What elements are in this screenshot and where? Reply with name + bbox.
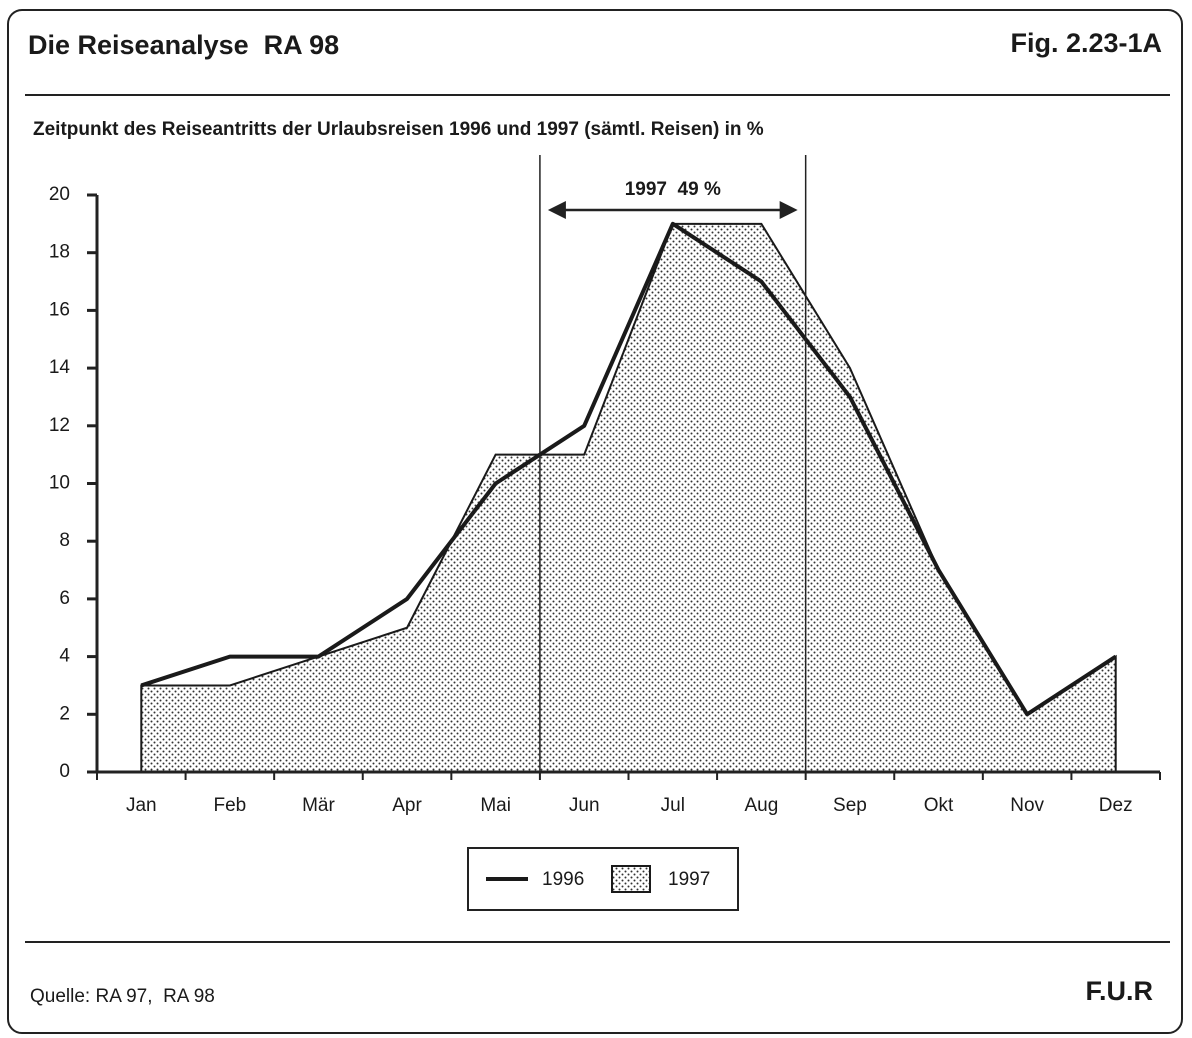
legend-label: 1997	[668, 869, 710, 890]
x-tick-label: Aug	[744, 795, 778, 816]
line-1996	[140, 221, 1117, 717]
x-tick-label: Okt	[924, 795, 954, 816]
page-title: Die Reiseanalyse RA 98	[28, 30, 339, 60]
x-tick-label: Mai	[480, 795, 511, 816]
y-tick-label: 14	[49, 357, 71, 378]
y-tick-label: 12	[49, 415, 70, 436]
annotation: 1997 49 %	[625, 179, 721, 200]
arrow-head	[779, 201, 798, 219]
y-tick-label: 2	[59, 703, 70, 724]
x-tick-label: Jul	[661, 795, 685, 816]
x-tick-label: Nov	[1010, 795, 1044, 816]
legend-swatch	[611, 865, 651, 893]
y-tick-label: 8	[59, 530, 70, 551]
arrow-head	[547, 201, 566, 219]
figure-number: Fig. 2.23-1A	[1010, 28, 1162, 58]
y-tick-label: 6	[59, 588, 70, 609]
y-tick-label: 18	[49, 242, 70, 263]
x-tick-label: Apr	[392, 795, 422, 816]
source: Quelle: RA 97, RA 98	[30, 986, 215, 1007]
y-tick-label: 0	[59, 761, 70, 782]
legend-label: 1996	[542, 869, 584, 890]
x-tick-label: Sep	[833, 795, 867, 816]
x-tick-label: Feb	[214, 795, 247, 816]
y-tick-label: 16	[49, 299, 70, 320]
publisher: F.U.R	[1086, 976, 1154, 1006]
x-tick-label: Dez	[1099, 795, 1133, 816]
y-tick-label: 4	[59, 646, 70, 667]
x-tick-label: Mär	[302, 795, 335, 816]
y-tick-label: 10	[49, 473, 70, 494]
x-tick-label: Jan	[126, 795, 157, 816]
chart-title: Zeitpunkt des Reiseantritts der Urlaubsr…	[33, 119, 764, 140]
y-tick-label: 20	[49, 184, 70, 205]
x-tick-label: Jun	[569, 795, 600, 816]
